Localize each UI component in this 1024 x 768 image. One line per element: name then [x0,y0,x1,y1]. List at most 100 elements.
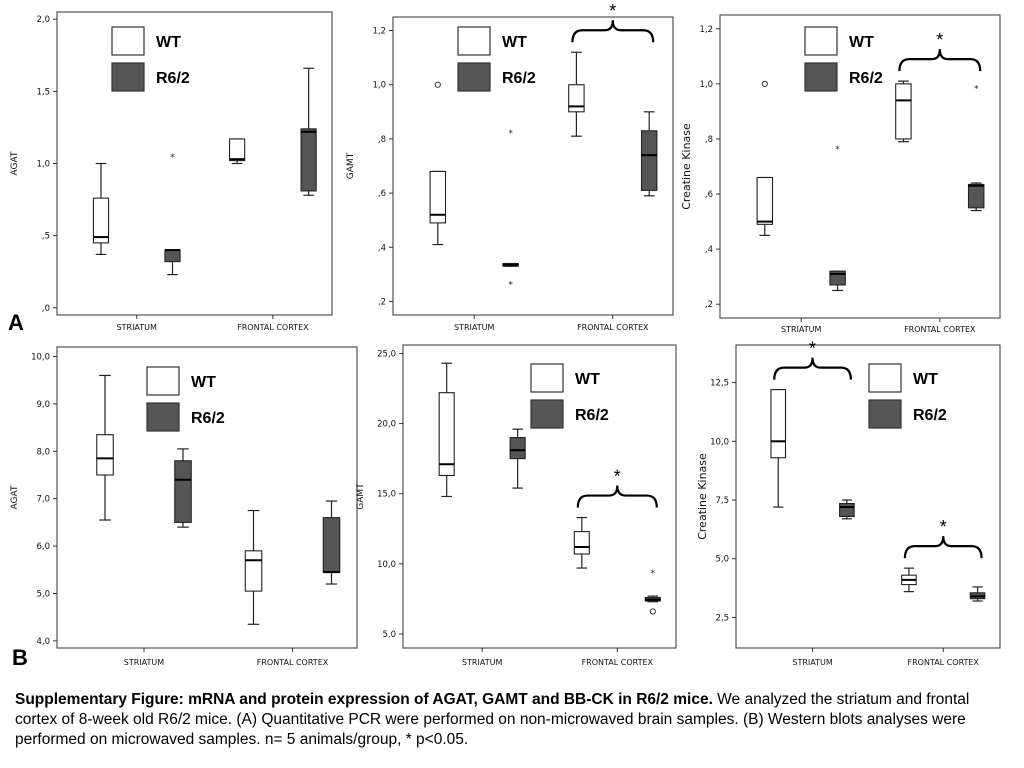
legend-swatch-wt [146,366,180,396]
y-tick-label: ,2 [378,297,386,307]
caption-title: Supplementary Figure: mRNA and protein e… [15,691,713,708]
y-tick-label: 10,0 [377,560,396,570]
significance-bracket: * [773,339,852,380]
y-tick-label: 9,0 [36,400,50,410]
box-wt-striatum [96,374,114,521]
y-tick-label: 5,0 [382,630,396,640]
box-plot-1: ,0 ,5 1,0 1,5 2,0 AGAT STRIATUM FRONTAL CORTEX *… [10,11,333,332]
significance-bracket: * [898,30,982,72]
legend-label-r62: R6/2 [575,407,609,424]
legend: WT R6/2 [868,363,947,429]
box-plot-3: ,2 ,4 ,6 ,8 1,0 1,2 Creatine Kinase STRIATUM FRO… [680,14,1001,334]
plot-frame [392,16,674,316]
x-category-label: STRIATUM [124,658,164,667]
box-body [438,392,455,477]
box-body [174,460,192,523]
y-tick-label: 1,0 [36,160,50,170]
caption-body: We analyzed the striatum and frontal cor… [15,691,970,748]
significance-star: * [609,1,616,21]
y-tick-label: 20,0 [377,420,396,430]
significance-star: * [940,517,947,537]
y-tick-label: ,0 [42,304,50,314]
bracket-shape [571,20,655,43]
box-wt-striatum [756,80,774,236]
y-tick-label: 12,5 [710,379,729,389]
legend-swatch-wt [530,363,564,393]
legend-label-wt: WT [575,371,600,388]
legend-label-wt: WT [849,34,874,51]
legend-swatch-wt [457,26,491,56]
legend-label-r62: R6/2 [191,410,225,427]
legend-swatch-r62 [146,402,180,432]
x-category-label: STRIATUM [117,323,157,332]
y-tick-label: ,4 [378,243,386,253]
y-axis-title: Creatine Kinase [696,453,709,540]
legend-label-wt: WT [191,374,216,391]
extreme-point: * [651,569,656,579]
y-axis-title: Creatine Kinase [680,123,693,210]
significance-bracket: * [571,1,655,43]
y-tick-label: ,8 [705,135,713,145]
significance-star: * [809,339,816,359]
x-category-label: STRIATUM [792,658,832,667]
x-category-label: STRIATUM [454,323,494,332]
bracket-shape [903,536,983,559]
y-tick-label: ,8 [378,135,386,145]
legend-swatch-wt [111,26,145,56]
legend-swatch-wt [804,26,838,56]
y-tick-label: 2,0 [36,15,50,25]
box-wt-frontal-cortex [895,80,912,143]
legend: WT R6/2 [457,26,536,92]
legend-label-wt: WT [913,371,938,388]
y-axis-title: GAMT [346,152,356,179]
box-body [568,84,585,113]
box-body [229,138,246,162]
x-category-label: FRONTAL CORTEX [257,658,329,667]
legend-swatch-r62 [111,62,145,92]
y-tick-label: 1,0 [372,81,386,91]
x-category-label: STRIATUM [781,325,821,334]
y-tick-label: ,4 [705,245,713,255]
outlier-point [649,608,656,615]
box-body [839,502,855,518]
box-wt-striatum [438,362,455,498]
panel-label-a: A [8,310,24,335]
y-tick-label: 15,0 [377,490,396,500]
box-body [967,183,985,209]
extreme-point: * [835,145,840,155]
box-r62-striatum: * [829,145,846,292]
box-body [770,389,787,459]
box-body [322,517,341,573]
legend: WT R6/2 [111,26,190,92]
box-body [92,197,110,244]
y-tick-label: 1,2 [699,25,713,35]
extreme-point: * [974,85,979,95]
box-plot-4: 4,0 5,0 6,0 7,0 8,0 9,0 10,0 AGAT STRIATUM FRONTA… [10,346,358,667]
box-r62-frontal-cortex [640,111,658,197]
box-r62-striatum: * [164,153,181,276]
legend-label-r62: R6/2 [502,70,536,87]
y-tick-label: 7,5 [715,496,729,506]
extreme-point: * [508,280,513,290]
bracket-shape [576,485,658,508]
box-r62-frontal-cortex: * [967,85,985,212]
box-body [96,434,114,476]
y-tick-label: 7,0 [36,495,50,505]
box-body [509,437,526,460]
outlier-point [434,81,441,88]
box-body [164,249,181,263]
y-tick-label: 8,0 [36,447,50,457]
y-axis-title: AGAT [10,485,20,509]
y-tick-label: 1,0 [699,80,713,90]
box-body [244,550,263,592]
y-tick-label: 2,5 [715,613,729,623]
y-tick-label: 1,2 [372,27,386,37]
box-r62-frontal-cortex [300,67,317,196]
legend-swatch-r62 [868,399,902,429]
y-tick-label: 1,5 [36,87,50,97]
extreme-point: * [170,153,175,163]
box-r62-striatum [839,499,855,520]
legend-swatch-r62 [530,399,564,429]
legend-label-wt: WT [156,34,181,51]
extreme-point: * [508,129,513,139]
